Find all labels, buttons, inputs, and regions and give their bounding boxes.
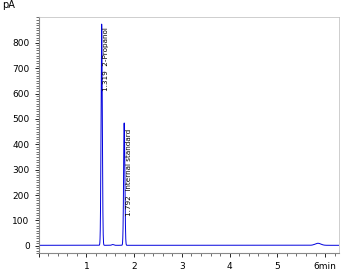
Text: 1.792  Internal standard: 1.792 Internal standard — [126, 129, 132, 216]
Text: 1.319  2-Propanol: 1.319 2-Propanol — [103, 28, 109, 91]
Y-axis label: pA: pA — [2, 0, 15, 10]
